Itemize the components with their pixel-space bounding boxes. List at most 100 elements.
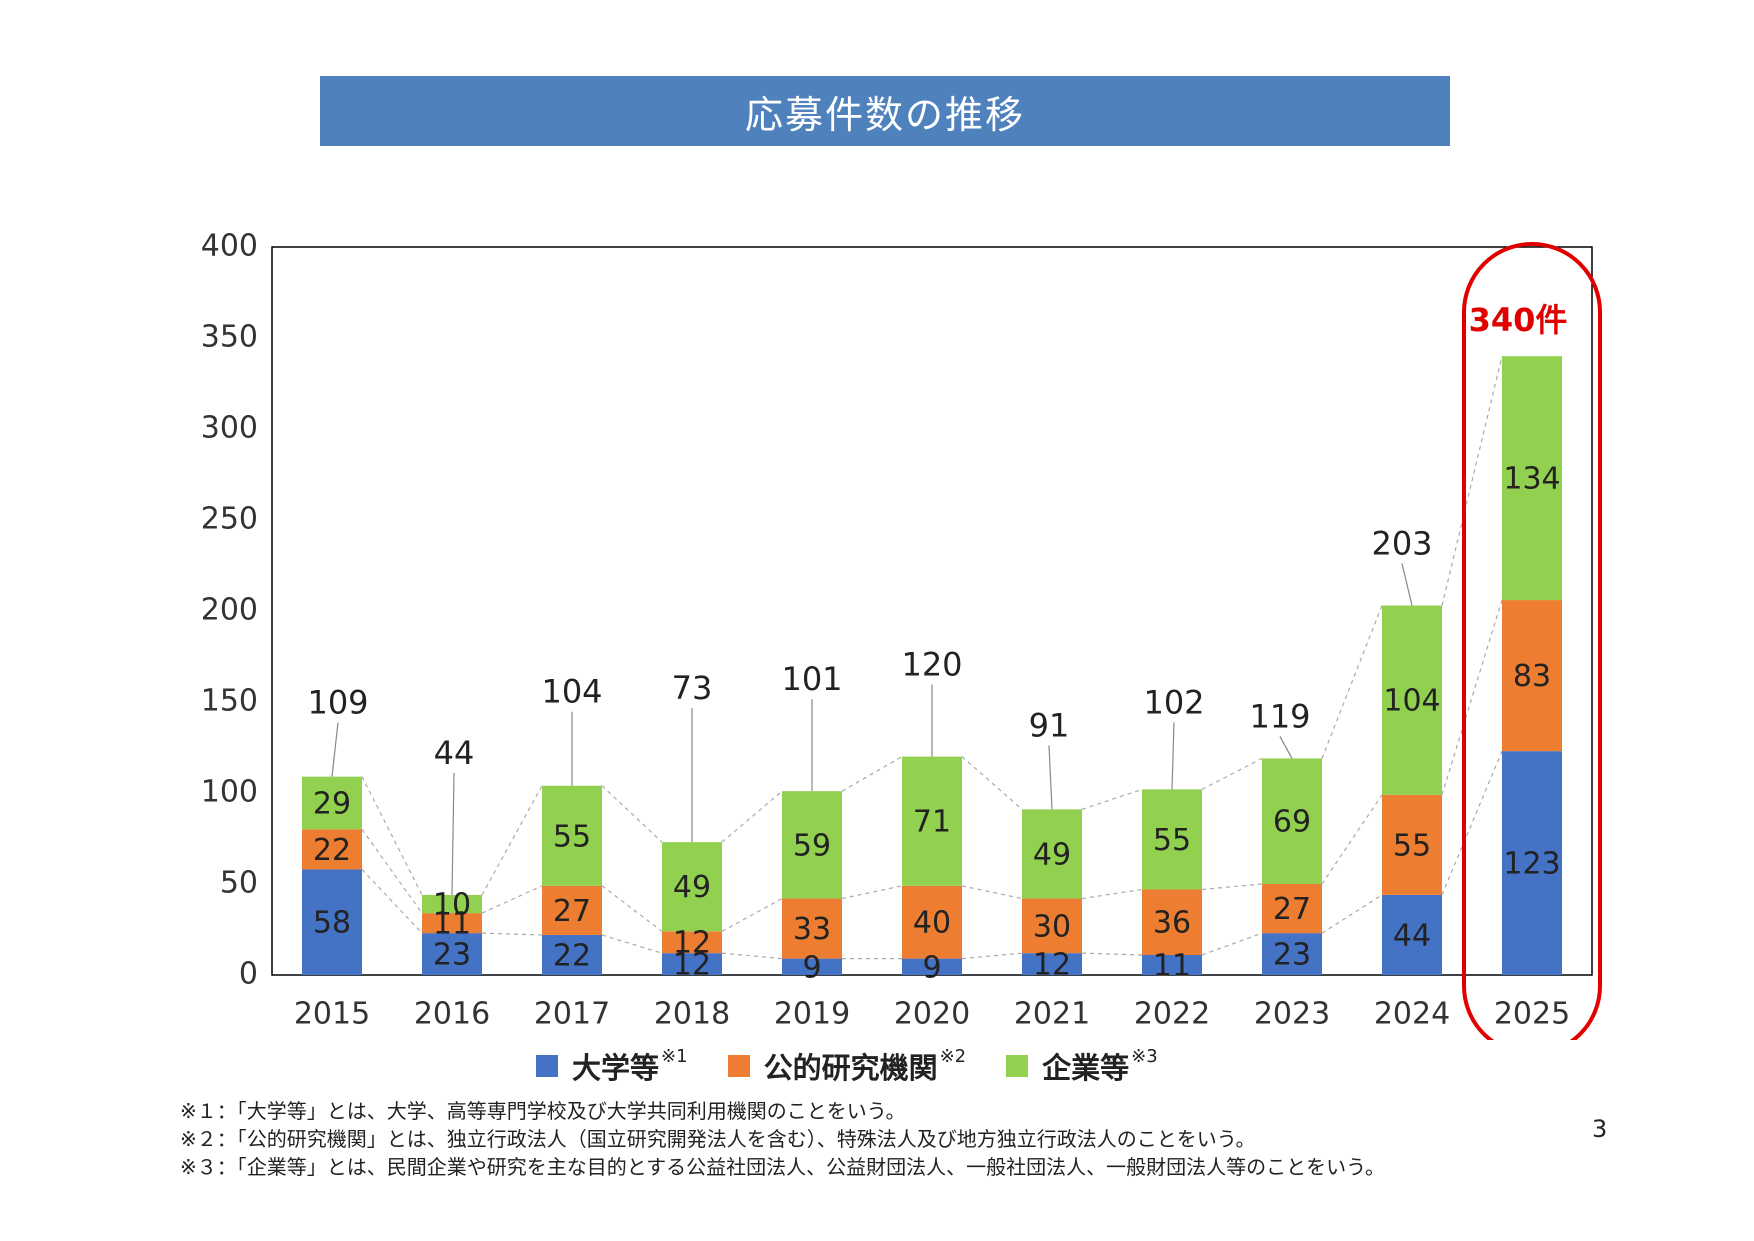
segment-data-label: 11	[1153, 948, 1191, 983]
total-leader-line	[451, 772, 455, 895]
segment-data-label: 55	[553, 819, 591, 854]
bar-segment-companies	[1022, 809, 1082, 899]
bar-segment-companies	[782, 791, 842, 899]
series-connector-line	[721, 898, 783, 932]
legend-note-marker-companies: ※3	[1131, 1045, 1158, 1067]
series-connector-line	[961, 756, 1023, 810]
series-connector-line	[1201, 932, 1263, 956]
x-tick-label: 2017	[534, 997, 610, 1032]
stacked-bar-chart: 0501001502002503003504005822292015231110…	[201, 229, 1602, 1040]
segment-data-label: 55	[1393, 828, 1431, 863]
bar-segment-university	[782, 958, 842, 975]
bar-segment-companies	[1502, 356, 1562, 601]
series-connector-line	[1321, 894, 1383, 934]
bar-segment-public-research	[1022, 898, 1082, 954]
segment-data-label: 29	[313, 787, 351, 822]
series-connector-line	[841, 885, 903, 900]
y-tick-label: 150	[201, 684, 258, 719]
page-title: 応募件数の推移	[320, 76, 1450, 146]
segment-data-label: 12	[673, 926, 711, 961]
y-tick-label: 250	[201, 502, 258, 537]
total-data-label: 44	[434, 734, 475, 772]
y-tick-label: 100	[201, 775, 258, 810]
bar-segment-companies	[902, 756, 962, 886]
total-leader-line	[1401, 563, 1413, 606]
segment-data-label: 58	[313, 906, 351, 941]
segment-data-label: 49	[673, 870, 711, 905]
segment-data-label: 40	[913, 906, 951, 941]
y-tick-label: 300	[201, 411, 258, 446]
segment-data-label: 71	[913, 805, 951, 840]
bar-segment-public-research	[662, 931, 722, 954]
x-tick-label: 2022	[1134, 997, 1210, 1032]
series-connector-line	[961, 885, 1023, 900]
total-data-label: 104	[541, 673, 602, 711]
legend-note-marker-public-research: ※2	[939, 1045, 967, 1067]
x-tick-label: 2020	[894, 997, 970, 1032]
segment-data-label: 49	[1033, 837, 1071, 872]
segment-data-label: 33	[793, 912, 831, 947]
x-tick-label: 2018	[654, 997, 730, 1032]
y-tick-label: 350	[201, 320, 258, 355]
legend-item-university: 大学等 ※1	[536, 1045, 688, 1087]
series-connector-line	[1441, 750, 1503, 896]
series-connector-line	[721, 790, 783, 843]
page-number: 3	[1592, 1115, 1608, 1143]
x-tick-label: 2025	[1494, 997, 1570, 1032]
segment-data-label: 12	[673, 948, 711, 983]
bar-segment-university	[662, 953, 722, 975]
segment-data-label: 23	[1273, 938, 1311, 973]
bar-segment-companies	[542, 785, 602, 886]
series-connector-line	[841, 756, 903, 792]
bar-segment-university	[1502, 751, 1562, 975]
bar-segment-public-research	[302, 829, 362, 870]
series-connector-line	[481, 885, 543, 914]
bar-segment-university	[1142, 954, 1202, 975]
series-connector-line	[361, 829, 423, 914]
series-connector-line	[601, 885, 663, 932]
series-connector-line	[1441, 356, 1503, 606]
total-data-label: 102	[1143, 683, 1204, 721]
bar-segment-public-research	[1262, 884, 1322, 934]
series-connector-line	[1321, 794, 1383, 885]
bar-segment-university	[542, 934, 602, 975]
series-connector-line	[601, 785, 663, 843]
segment-data-label: 22	[313, 833, 351, 868]
legend-item-companies: 企業等 ※3	[1006, 1045, 1158, 1087]
series-connector-line	[361, 776, 423, 896]
segment-data-label: 22	[553, 938, 591, 973]
footnote-1: ※１：「大学等」とは、大学、高等専門学校及び大学共同利用機関のことをいう。	[180, 1099, 906, 1123]
series-connector-line	[1081, 788, 1143, 810]
bar-segment-public-research	[542, 885, 602, 935]
legend-label-public-research: 公的研究機関	[763, 1051, 938, 1085]
bar-segment-public-research	[782, 898, 842, 959]
series-connector-line	[1441, 599, 1503, 795]
bar-segment-university	[902, 958, 962, 975]
total-data-label: 91	[1029, 706, 1070, 744]
bar-segment-companies	[422, 894, 482, 914]
x-tick-label: 2021	[1014, 997, 1090, 1032]
segment-data-label: 83	[1513, 659, 1551, 694]
y-tick-label: 0	[239, 957, 258, 992]
x-tick-label: 2019	[774, 997, 850, 1032]
segment-data-label: 9	[922, 950, 941, 985]
legend-swatch-university	[536, 1055, 558, 1077]
legend-label-companies: 企業等	[1042, 1051, 1130, 1085]
legend-note-marker-university: ※1	[661, 1045, 688, 1067]
legend-swatch-companies	[1006, 1055, 1029, 1077]
segment-data-label: 104	[1383, 684, 1440, 719]
bar-segment-companies	[302, 776, 362, 830]
series-connector-line	[721, 952, 783, 960]
series-connector-line	[1081, 888, 1143, 900]
bar-segment-companies	[1142, 789, 1202, 890]
segment-data-label: 59	[793, 828, 831, 863]
legend-item-public-research: 公的研究機関 ※2	[727, 1045, 967, 1087]
segment-data-label: 55	[1153, 823, 1191, 858]
bar-segment-university	[302, 869, 362, 975]
series-connector-line	[1201, 757, 1263, 790]
bar-segment-public-research	[1142, 889, 1202, 955]
series-connector-line	[961, 952, 1023, 960]
segment-data-label: 23	[433, 938, 471, 973]
x-tick-label: 2016	[414, 997, 490, 1032]
bar-segment-public-research	[1382, 794, 1442, 895]
